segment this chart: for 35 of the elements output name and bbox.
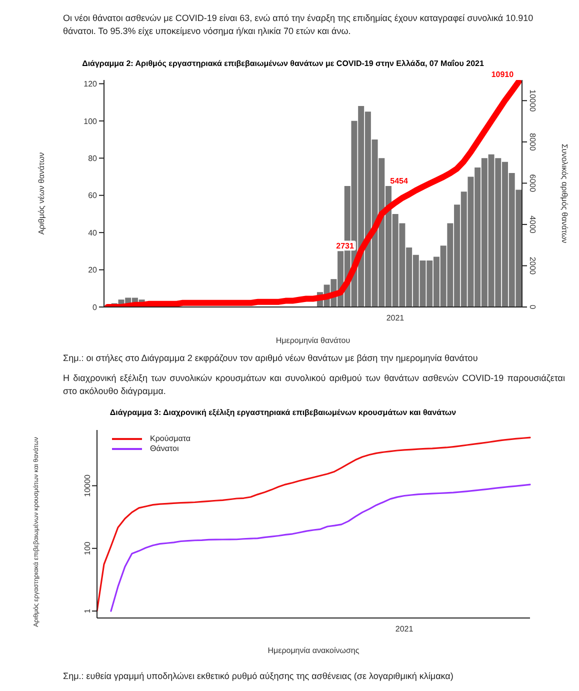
data-label: 5454 [390, 176, 408, 186]
chart-title: Διάγραμμα 2: Αριθμός εργαστηριακά επιβεβαιωμένων θανάτων με COVID-19 στην Ελλάδα, 07 Μαΐου 2021 [81, 59, 485, 68]
y2-tick-label: 0 [528, 304, 538, 310]
y-tick-label: 60 [88, 191, 98, 200]
y2-tick-label: 2000 [528, 256, 538, 276]
line-series [96, 436, 531, 612]
data-label: 2731 [336, 242, 355, 251]
x-axis-title: Ημερομηνία θανάτου [276, 336, 350, 345]
line-series [110, 484, 531, 612]
legend-label: Θάνατοι [150, 444, 179, 454]
y-tick-label: 40 [88, 228, 98, 238]
chart-title: Διάγραμμα 3: Διαχρονική εξέλιξη εργαστηριακά επιβεβαιωμένων κρουσμάτων και θανάτων [108, 408, 458, 417]
y-tick-label: 10000 [82, 474, 92, 497]
text: Οι νέοι θάνατοι ασθενών με COVID-19 είναι 63, ενώ από την έναρξη της επιδημίας έχουν καταγραφεί συνολικά 10.910 θάνατοι. Το 95.3% είχε υποκείμενο νόσημα ή/και ηλικία 70 ετών και άνω. [63, 12, 534, 38]
y2-tick-label: 10000 [528, 90, 538, 112]
y2-axis-title: Συνολικός αριθμός θανάτων [560, 144, 570, 244]
text: Σημ.: οι στήλες στο Διάγραμμα 2 εκφράζουν τον αριθμό νέων θανάτων με βάση την ημερομηνία θανάτου [63, 352, 479, 365]
y2-tick-label: 6000 [528, 174, 538, 193]
y-tick-label: 1 [82, 608, 92, 614]
y-tick-label: 100 [84, 116, 98, 126]
x-axis-title: Ημερομηνία ανακοίνωσης [268, 646, 360, 655]
data-label: 10910 [491, 70, 514, 79]
x-tick-label: 2021 [395, 624, 414, 634]
y-axis-title: Αριθμός νέων θανάτων [37, 152, 46, 235]
y-tick-label: 0 [92, 302, 98, 312]
text: Σημ.: ευθεία γραμμή υποδηλώνει εκθετικό ρυθμό αύξησης της ασθένειας (σε λογαριθμική κλίμακα) [63, 670, 454, 683]
y-tick-label: 100 [82, 541, 92, 556]
y-tick-label: 80 [88, 154, 98, 163]
x-tick-label: 2021 [386, 314, 405, 323]
y2-tick-label: 4000 [528, 216, 538, 234]
y-tick-label: 20 [88, 266, 98, 275]
y2-tick-label: 8000 [528, 133, 538, 152]
legend-label: Κρούσματα [150, 434, 191, 444]
y-tick-label: 120 [84, 80, 98, 89]
text: Η διαχρονική εξέλιξη των συνολικών κρουσμάτων και συνολικού αριθμού των θανάτων ασθενών COVID-19 παρουσιάζεται στο ακόλουθο διάγραμμα. [63, 372, 565, 398]
